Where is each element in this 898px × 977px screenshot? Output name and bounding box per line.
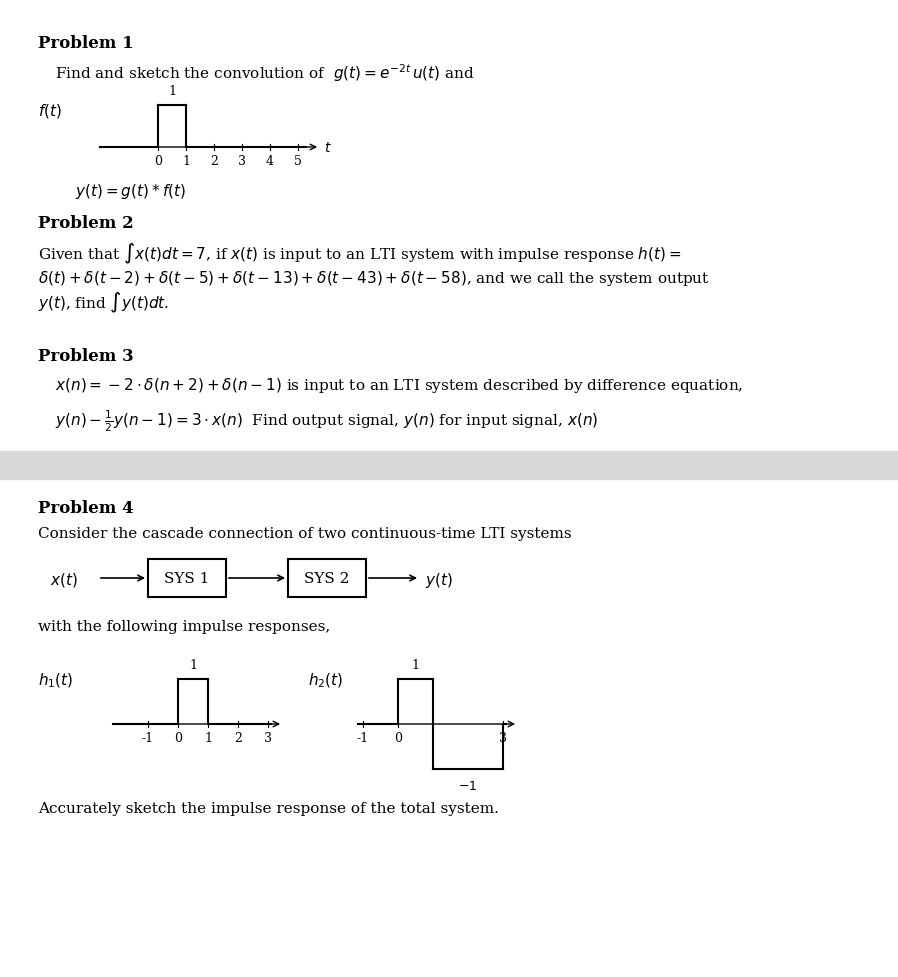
- Text: 1: 1: [411, 658, 419, 671]
- Text: 4: 4: [266, 154, 274, 168]
- Text: SYS 1: SYS 1: [164, 572, 210, 585]
- Text: -1: -1: [357, 731, 369, 744]
- Bar: [288, 560, 366, 597]
- Text: 1: 1: [189, 658, 197, 671]
- Text: $f(t)$: $f(t)$: [38, 102, 62, 120]
- Text: 2: 2: [234, 731, 242, 744]
- Text: $-1$: $-1$: [458, 780, 478, 792]
- Text: Accurately sketch the impulse response of the total system.: Accurately sketch the impulse response o…: [38, 801, 499, 815]
- Text: $h_2(t)$: $h_2(t)$: [308, 671, 343, 690]
- Text: Find and sketch the convolution of  $g(t) = e^{-2t}\, u(t)$ and: Find and sketch the convolution of $g(t)…: [55, 62, 475, 84]
- Text: $h_1(t)$: $h_1(t)$: [38, 671, 74, 690]
- Text: $y(t)=g(t)*f(t)$: $y(t)=g(t)*f(t)$: [75, 182, 186, 201]
- Text: 0: 0: [154, 154, 162, 168]
- Text: 1: 1: [204, 731, 212, 744]
- Bar: [148, 560, 226, 597]
- Text: Problem 2: Problem 2: [38, 215, 134, 232]
- Text: SYS 2: SYS 2: [304, 572, 349, 585]
- Text: 1: 1: [182, 154, 190, 168]
- Text: 0: 0: [394, 731, 402, 744]
- Text: $x(n) = -2\cdot\delta(n+2) + \delta(n-1)$ is input to an LTI system described by: $x(n) = -2\cdot\delta(n+2) + \delta(n-1)…: [55, 375, 744, 395]
- Text: Problem 1: Problem 1: [38, 35, 134, 52]
- Text: 2: 2: [210, 154, 218, 168]
- Text: Problem 3: Problem 3: [38, 348, 134, 364]
- Text: 0: 0: [174, 731, 182, 744]
- Text: Problem 4: Problem 4: [38, 499, 134, 517]
- Text: 3: 3: [499, 731, 507, 744]
- Text: Given that $\int x(t)dt = 7$, if $x(t)$ is input to an LTI system with impulse r: Given that $\int x(t)dt = 7$, if $x(t)$ …: [38, 241, 709, 316]
- Text: 3: 3: [264, 731, 272, 744]
- Text: $y(n) - \frac{1}{2}y(n-1) = 3\cdot x(n)$  Find output signal, $y(n)$ for input s: $y(n) - \frac{1}{2}y(n-1) = 3\cdot x(n)$…: [55, 407, 598, 433]
- Text: Consider the cascade connection of two continuous-time LTI systems: Consider the cascade connection of two c…: [38, 527, 572, 540]
- Bar: [0, 451, 898, 480]
- Text: -1: -1: [142, 731, 154, 744]
- Text: 5: 5: [294, 154, 302, 168]
- Text: $y(t)$: $y(t)$: [425, 570, 453, 589]
- Text: 3: 3: [238, 154, 246, 168]
- Text: $x(t)$: $x(t)$: [50, 571, 78, 588]
- Text: with the following impulse responses,: with the following impulse responses,: [38, 619, 330, 633]
- Text: 1: 1: [168, 85, 176, 98]
- Text: $t$: $t$: [324, 141, 332, 154]
